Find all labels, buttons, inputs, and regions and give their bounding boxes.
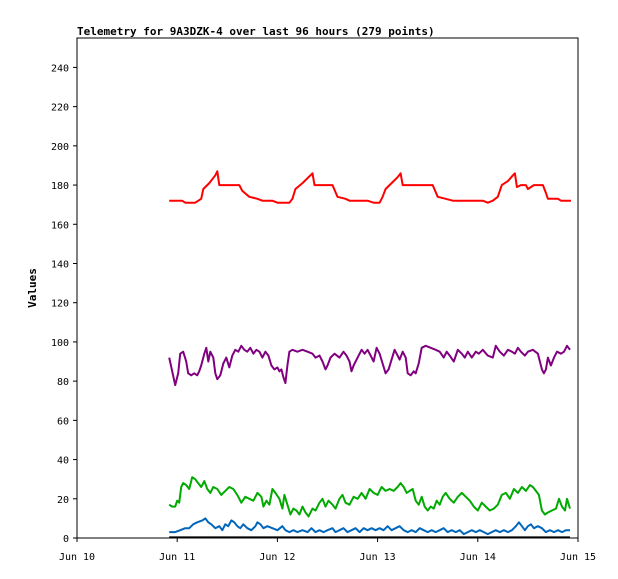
y-tick-label: 40	[57, 456, 69, 467]
y-tick-label: 140	[51, 259, 69, 270]
x-axis-ticks: Jun 10 Jun 11 Jun 12 Jun 13 Jun 14 Jun 15	[59, 538, 596, 563]
x-tick-label: Jun 11	[159, 552, 195, 563]
y-tick-label: 220	[51, 103, 69, 114]
series-line-2	[168, 476, 571, 518]
x-tick-label: Jun 14	[460, 552, 496, 563]
series-line-3	[169, 517, 570, 536]
y-tick-label: 80	[57, 377, 69, 388]
plot-frame	[76, 37, 579, 539]
y-tick-label: 100	[51, 338, 69, 349]
x-tick-label: Jun 15	[560, 552, 596, 563]
series-line-1	[168, 344, 571, 387]
y-tick-label: 240	[51, 63, 69, 74]
series-line-0	[169, 170, 571, 204]
series-layer	[168, 170, 571, 539]
y-tick-label: 60	[57, 416, 69, 427]
y-tick-label: 200	[51, 142, 69, 153]
y-tick-label: 180	[51, 181, 69, 192]
y-axis-ticks: 0 20 40 60 80 100 120 140 160 180 200 220 240	[51, 63, 77, 545]
y-tick-label: 120	[51, 299, 69, 310]
y-tick-label: 160	[51, 220, 69, 231]
x-tick-label: Jun 12	[259, 552, 295, 563]
y-axis-label: Values	[26, 268, 39, 308]
x-tick-label: Jun 13	[360, 552, 396, 563]
x-tick-label: Jun 10	[59, 552, 95, 563]
y-tick-label: 20	[57, 495, 69, 506]
y-tick-label: 0	[63, 534, 69, 545]
chart-title: Telemetry for 9A3DZK-4 over last 96 hour…	[77, 25, 435, 38]
